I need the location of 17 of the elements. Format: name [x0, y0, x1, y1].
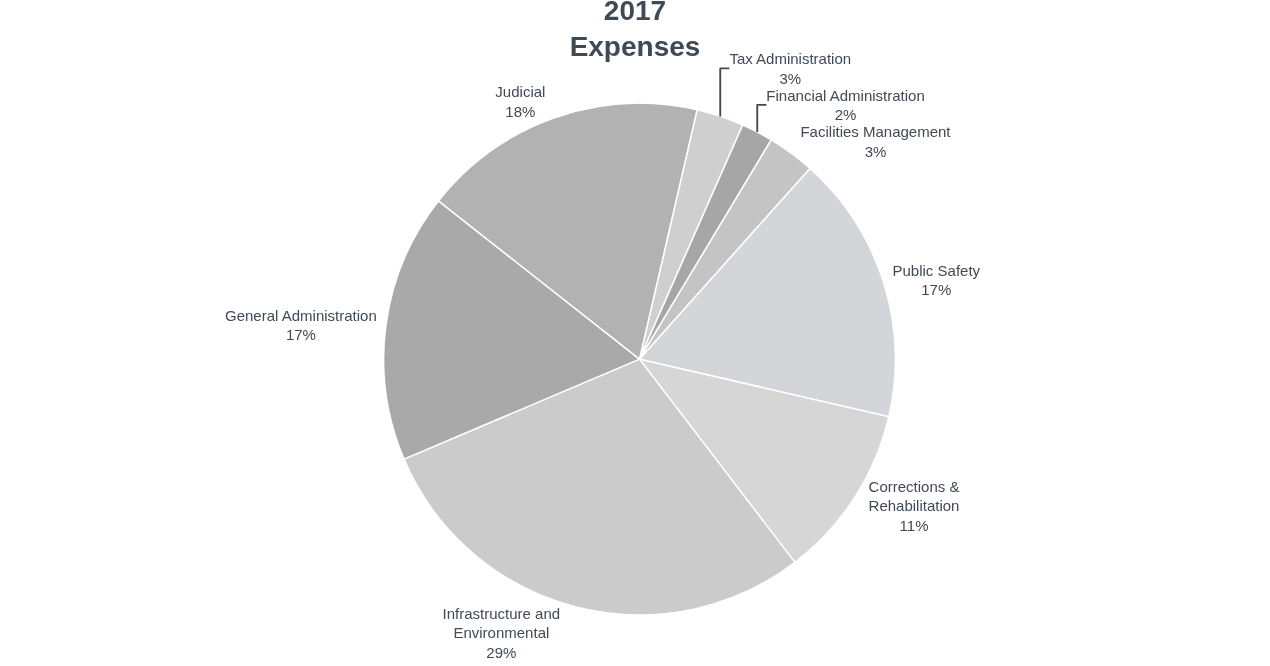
- slice-label: Public Safety: [892, 261, 981, 279]
- slice-label: General Administration: [225, 306, 377, 324]
- data-label: 29%: [486, 643, 517, 661]
- slice-label: Financial Administration: [766, 86, 925, 104]
- data-label: 3%: [779, 69, 802, 87]
- slice-label: Infrastructure and Environmental: [442, 604, 561, 642]
- data-label: 17%: [921, 281, 952, 299]
- data-label: 2%: [834, 106, 857, 124]
- data-label: 3%: [864, 142, 887, 160]
- data-label: 18%: [505, 102, 536, 120]
- slice-label: Facilities Management: [800, 123, 952, 141]
- data-label: 17%: [285, 326, 316, 344]
- slice-label: Judicial: [495, 83, 546, 101]
- slice-label: Corrections & Rehabilitation: [868, 477, 960, 515]
- slice-label: Tax Administration: [729, 50, 852, 68]
- chart-title: 2017 Expenses: [569, 0, 701, 63]
- data-label: 11%: [899, 516, 929, 534]
